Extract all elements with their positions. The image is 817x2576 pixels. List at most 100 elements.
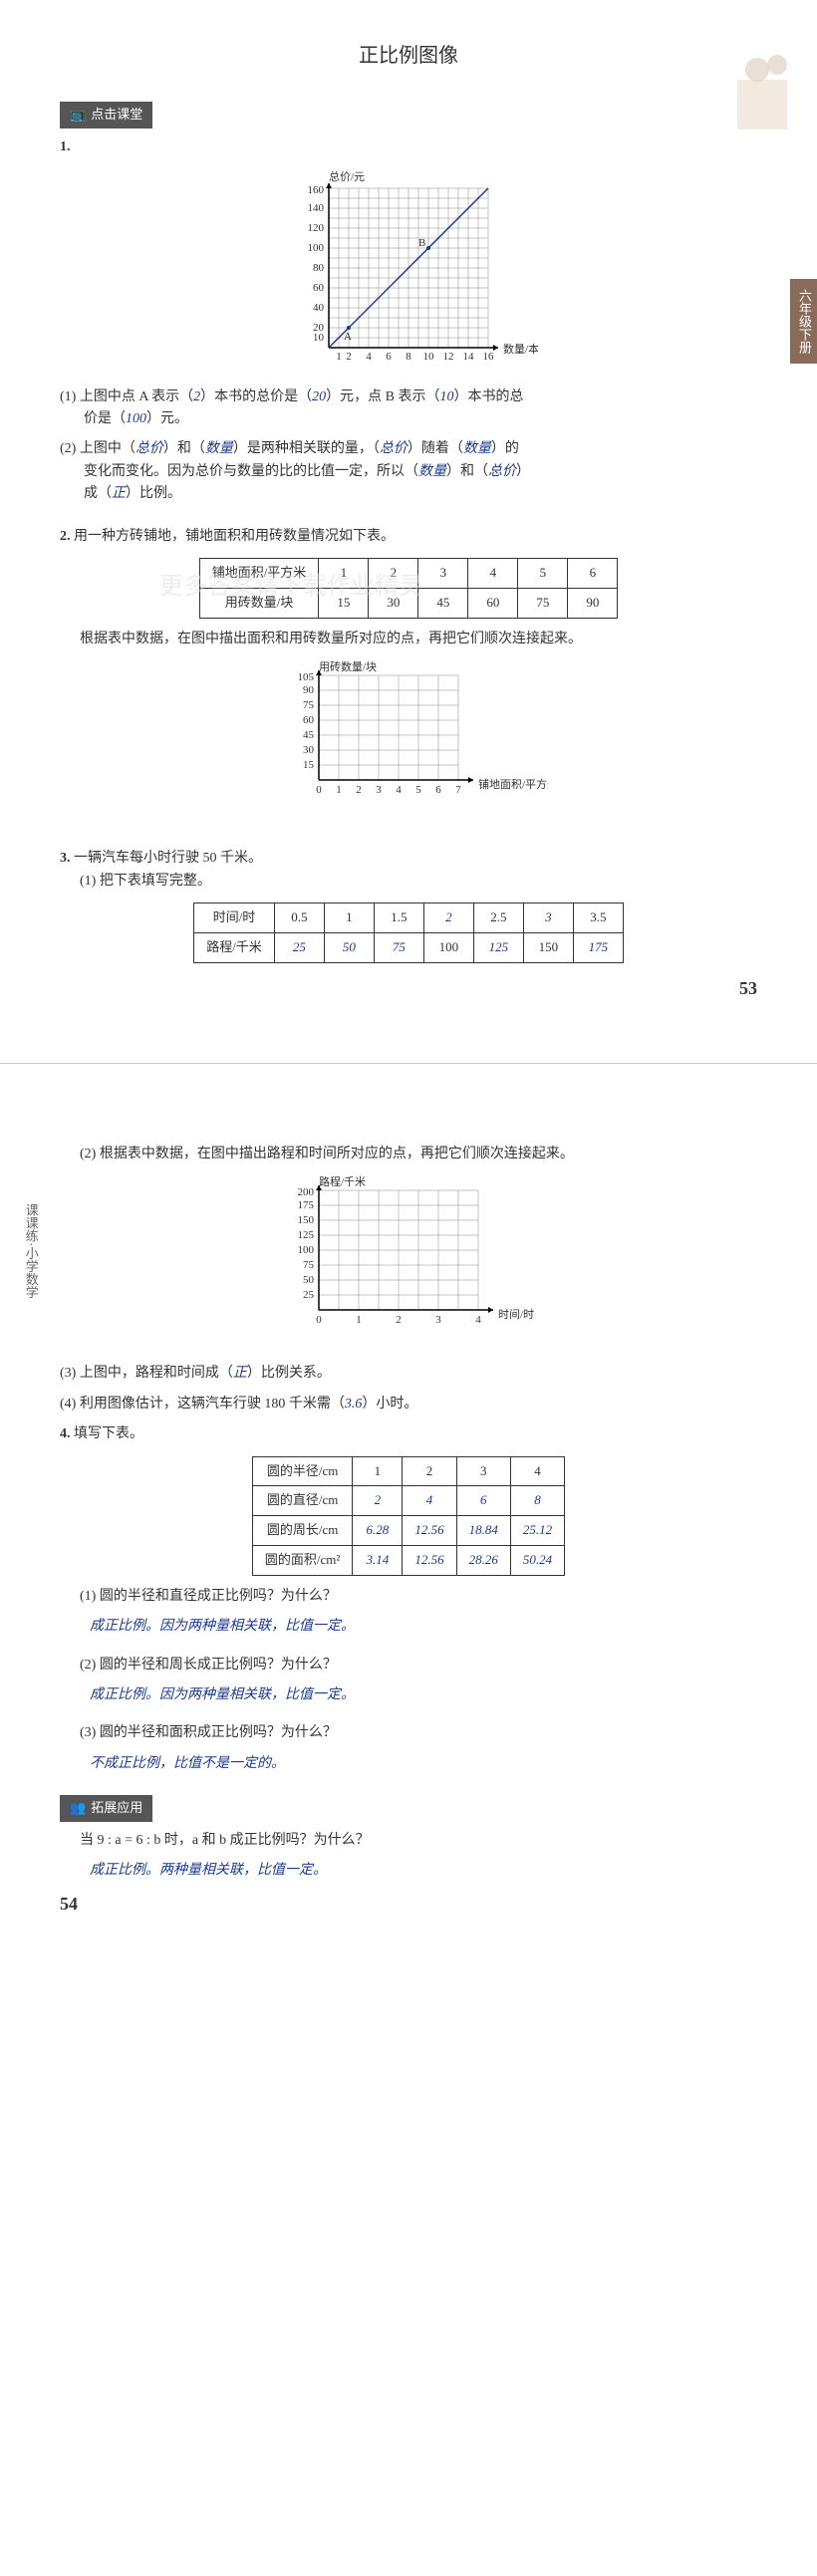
svg-text:时间/时: 时间/时 bbox=[498, 1308, 534, 1321]
svg-text:3: 3 bbox=[435, 1314, 441, 1326]
svg-text:2: 2 bbox=[396, 1314, 402, 1326]
svg-text:60: 60 bbox=[313, 282, 325, 294]
q3-sub2: (2) 根据表中数据，在图中描出路程和时间所对应的点，再把它们顺次连接起来。 bbox=[60, 1144, 757, 1165]
svg-text:3: 3 bbox=[376, 784, 382, 796]
svg-text:25: 25 bbox=[303, 1289, 315, 1301]
svg-text:75: 75 bbox=[303, 1259, 315, 1271]
svg-text:15: 15 bbox=[303, 759, 315, 771]
q4-sub2: (2) 圆的半径和周长成正比例吗？为什么？ bbox=[60, 1655, 757, 1676]
section-classroom: 📺 点击课堂 bbox=[60, 102, 152, 129]
svg-text:10: 10 bbox=[423, 351, 435, 363]
svg-text:12: 12 bbox=[443, 351, 454, 363]
q4-table: 圆的半径/cm 12 34 圆的直径/cm 24 68 圆的周长/cm 6.28… bbox=[252, 1456, 565, 1576]
svg-text:80: 80 bbox=[313, 262, 325, 274]
svg-text:105: 105 bbox=[298, 671, 315, 683]
svg-text:7: 7 bbox=[455, 784, 461, 796]
svg-text:6: 6 bbox=[386, 351, 392, 363]
question-1: 1. 总价/元 bbox=[60, 136, 757, 506]
q3-sub1: (1) 把下表填写完整。 bbox=[60, 871, 757, 893]
svg-text:用砖数量/块: 用砖数量/块 bbox=[319, 660, 377, 673]
q3-sub3: (3) 上图中，路程和时间成（正）比例关系。 bbox=[60, 1363, 757, 1385]
people-icon: 👥 bbox=[70, 1798, 86, 1819]
svg-text:125: 125 bbox=[298, 1229, 315, 1241]
svg-text:200: 200 bbox=[298, 1186, 315, 1198]
point-b: B bbox=[418, 237, 425, 249]
q4-text: 填写下表。 bbox=[74, 1426, 143, 1441]
q4-ans1: 成正比例。因为两种量相关联，比值一定。 bbox=[90, 1616, 757, 1638]
corner-decoration bbox=[727, 40, 807, 139]
chart-1: 总价/元 bbox=[60, 168, 757, 376]
svg-text:120: 120 bbox=[308, 222, 325, 234]
q3-sub4: (4) 利用图像估计，这辆汽车行驶 180 千米需（3.6）小时。 bbox=[60, 1394, 757, 1416]
svg-text:30: 30 bbox=[303, 744, 315, 756]
grade-tab: 六年级下册 bbox=[790, 279, 817, 364]
question-3: 3. 一辆汽车每小时行驶 50 千米。 (1) 把下表填写完整。 时间/时 0.… bbox=[60, 848, 757, 962]
svg-text:2: 2 bbox=[346, 351, 352, 363]
chart1-ylabel: 总价/元 bbox=[329, 169, 365, 183]
q3-table: 时间/时 0.511.5 22.5 33.5 路程/千米 25 50 75 10… bbox=[193, 902, 624, 963]
svg-text:90: 90 bbox=[303, 684, 315, 696]
svg-text:45: 45 bbox=[303, 729, 315, 741]
q2-instruction: 根据表中数据，在图中描出面积和用砖数量所对应的点，再把它们顺次连接起来。 bbox=[60, 629, 757, 650]
page-num-53: 53 bbox=[739, 974, 757, 1003]
q1-sub1: (1) 上图中点 A 表示（2）本书的总价是（20）元，点 B 表示（10）本书… bbox=[60, 386, 757, 431]
side-label: 课课练·小学数学 bbox=[20, 1203, 41, 1298]
svg-text:75: 75 bbox=[303, 699, 315, 711]
chart1-xlabel: 数量/本 bbox=[503, 342, 538, 356]
q3-num: 3. bbox=[60, 851, 71, 866]
svg-text:175: 175 bbox=[298, 1199, 315, 1211]
svg-text:16: 16 bbox=[483, 351, 495, 363]
svg-text:100: 100 bbox=[298, 1244, 315, 1256]
svg-text:4: 4 bbox=[396, 784, 402, 796]
svg-text:2: 2 bbox=[356, 784, 362, 796]
q4-ans3: 不成正比例，比值不是一定的。 bbox=[90, 1753, 757, 1775]
svg-text:1: 1 bbox=[336, 784, 342, 796]
svg-text:铺地面积/平方米: 铺地面积/平方米 bbox=[478, 777, 548, 791]
question-4: 4. 填写下表。 圆的半径/cm 12 34 圆的直径/cm 24 68 圆的周… bbox=[60, 1423, 757, 1775]
page-54: 课课练·小学数学 (2) 根据表中数据，在图中描出路程和时间所对应的点，再把它们… bbox=[0, 1104, 817, 1938]
q1-num: 1. bbox=[60, 139, 71, 154]
svg-text:路程/千米: 路程/千米 bbox=[319, 1175, 366, 1188]
svg-text:8: 8 bbox=[406, 351, 411, 363]
q4-sub3: (3) 圆的半径和面积成正比例吗？为什么？ bbox=[60, 1722, 757, 1744]
svg-text:4: 4 bbox=[475, 1314, 481, 1326]
svg-text:150: 150 bbox=[298, 1214, 315, 1226]
q2-num: 2. bbox=[60, 529, 71, 544]
svg-text:140: 140 bbox=[308, 202, 325, 214]
point-a: A bbox=[344, 331, 352, 343]
section-label: 点击课堂 bbox=[91, 105, 142, 126]
svg-text:40: 40 bbox=[313, 302, 325, 314]
svg-text:1: 1 bbox=[356, 1314, 362, 1326]
tv-icon: 📺 bbox=[70, 105, 86, 126]
page-title: 正比例图像 bbox=[60, 40, 757, 72]
q1-sub2: (2) 上图中（总价）和（数量）是两种相关联的量，（总价）随着（数量）的 变化而… bbox=[60, 438, 757, 505]
svg-text:4: 4 bbox=[366, 351, 372, 363]
ext-question: 当 9 : a = 6 : b 时，a 和 b 成正比例吗？为什么？ bbox=[60, 1830, 757, 1852]
svg-text:20: 20 bbox=[313, 322, 325, 334]
q4-sub1: (1) 圆的半径和直径成正比例吗？为什么？ bbox=[60, 1586, 757, 1608]
section-extension: 👥 拓展应用 bbox=[60, 1795, 152, 1822]
question-2: 2. 用一种方砖铺地，铺地面积和用砖数量情况如下表。 更多答案请下载作业精灵 铺… bbox=[60, 526, 757, 829]
q2-table: 铺地面积/平方米 123 456 用砖数量/块 153045 607590 bbox=[199, 558, 619, 619]
svg-text:50: 50 bbox=[303, 1274, 315, 1286]
page-num-54: 54 bbox=[60, 1890, 78, 1919]
q2-text: 用一种方砖铺地，铺地面积和用砖数量情况如下表。 bbox=[74, 529, 395, 544]
chart-3: 路程/千米 25 50 bbox=[60, 1175, 757, 1353]
chart-2: 用砖数量/块 15 bbox=[60, 660, 757, 828]
page-divider bbox=[0, 1063, 817, 1064]
q3-text: 一辆汽车每小时行驶 50 千米。 bbox=[74, 851, 262, 866]
section-ext-label: 拓展应用 bbox=[91, 1798, 142, 1819]
svg-text:0: 0 bbox=[316, 1314, 322, 1326]
svg-text:1: 1 bbox=[336, 351, 342, 363]
svg-text:6: 6 bbox=[435, 784, 441, 796]
svg-text:5: 5 bbox=[415, 784, 421, 796]
svg-text:14: 14 bbox=[463, 351, 475, 363]
svg-text:160: 160 bbox=[308, 184, 325, 196]
q4-num: 4. bbox=[60, 1426, 71, 1441]
svg-text:60: 60 bbox=[303, 714, 315, 726]
svg-text:100: 100 bbox=[308, 242, 325, 254]
page-53: 六年级下册 正比例图像 📺 点击课堂 1. 总价/元 bbox=[0, 0, 817, 1023]
q4-ans2: 成正比例。因为两种量相关联，比值一定。 bbox=[90, 1684, 757, 1706]
svg-text:0: 0 bbox=[316, 784, 322, 796]
ext-answer: 成正比例。两种量相关联，比值一定。 bbox=[90, 1860, 757, 1882]
